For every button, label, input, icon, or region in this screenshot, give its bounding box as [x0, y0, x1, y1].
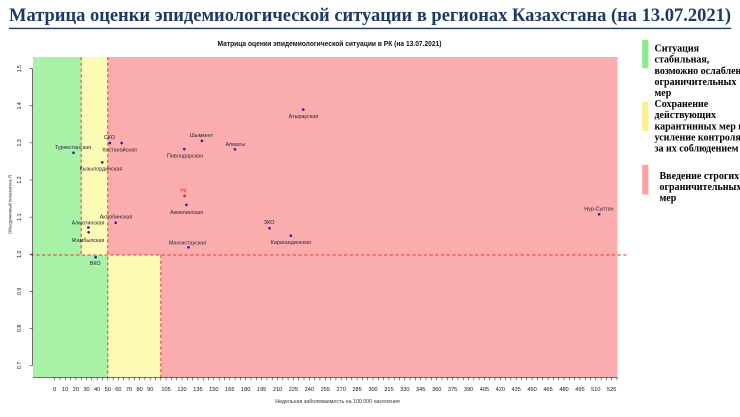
- svg-text:Акмолинская: Акмолинская: [170, 210, 203, 216]
- svg-text:300: 300: [368, 387, 377, 393]
- svg-text:0: 0: [53, 387, 56, 393]
- svg-text:1.4: 1.4: [17, 102, 23, 109]
- svg-text:за их соблюдением: за их соблюдением: [655, 144, 739, 155]
- svg-text:Алматинская: Алматинская: [72, 221, 105, 227]
- svg-text:135: 135: [193, 387, 202, 393]
- svg-text:Сохранение: Сохранение: [655, 99, 709, 110]
- svg-text:Объединенный показатель R: Объединенный показатель R: [8, 175, 13, 235]
- svg-text:50: 50: [105, 387, 111, 393]
- svg-text:0.9: 0.9: [17, 288, 23, 295]
- svg-text:Карагандинская: Карагандинская: [271, 240, 311, 246]
- svg-text:ограничительных: ограничительных: [655, 77, 737, 88]
- svg-text:ЗКО: ЗКО: [264, 220, 275, 226]
- svg-text:0.8: 0.8: [17, 325, 23, 332]
- svg-text:210: 210: [273, 387, 282, 393]
- svg-text:ограничительных: ограничительных: [660, 182, 740, 193]
- svg-text:375: 375: [448, 387, 457, 393]
- svg-text:Алматы: Алматы: [225, 142, 245, 148]
- svg-text:карантинных мер и: карантинных мер и: [655, 121, 740, 132]
- svg-text:Недельная заболеваемость на 10: Недельная заболеваемость на 100 000 насе…: [275, 399, 400, 405]
- svg-text:30: 30: [83, 387, 89, 393]
- svg-text:Нур-Султан: Нур-Султан: [584, 206, 613, 212]
- svg-text:20: 20: [73, 387, 79, 393]
- svg-text:330: 330: [400, 387, 409, 393]
- svg-text:180: 180: [241, 387, 250, 393]
- svg-text:мер: мер: [660, 193, 677, 204]
- svg-text:Введение строгих: Введение строгих: [660, 171, 740, 182]
- svg-text:ВКО: ВКО: [90, 261, 101, 267]
- svg-text:270: 270: [337, 387, 346, 393]
- svg-text:1.3: 1.3: [17, 139, 23, 146]
- svg-text:240: 240: [305, 387, 314, 393]
- svg-text:0.7: 0.7: [17, 362, 23, 369]
- svg-text:315: 315: [384, 387, 393, 393]
- svg-text:90: 90: [147, 387, 153, 393]
- svg-text:Шымкент: Шымкент: [190, 133, 214, 139]
- svg-text:450: 450: [527, 387, 536, 393]
- svg-text:Жамбылская: Жамбылская: [72, 238, 105, 244]
- svg-text:10: 10: [62, 387, 68, 393]
- svg-text:Ситуация: Ситуация: [655, 44, 700, 55]
- svg-text:435: 435: [512, 387, 521, 393]
- svg-text:150: 150: [209, 387, 218, 393]
- svg-text:195: 195: [257, 387, 266, 393]
- svg-text:525: 525: [607, 387, 616, 393]
- svg-text:Туркестанская: Туркестанская: [55, 145, 91, 151]
- svg-text:105: 105: [161, 387, 170, 393]
- svg-text:255: 255: [321, 387, 330, 393]
- svg-text:1.0: 1.0: [17, 250, 23, 257]
- svg-text:возможно ослабление: возможно ослабление: [655, 66, 740, 77]
- svg-text:80: 80: [136, 387, 142, 393]
- svg-text:Матрица оценки эпидемиологичес: Матрица оценки эпидемиологической ситуац…: [218, 39, 442, 48]
- svg-text:345: 345: [416, 387, 425, 393]
- svg-text:усиление контроля: усиление контроля: [655, 132, 740, 143]
- svg-text:Костанайская: Костанайская: [102, 146, 136, 153]
- svg-text:480: 480: [559, 387, 568, 393]
- svg-text:действующих: действующих: [655, 110, 717, 121]
- svg-text:мер: мер: [655, 88, 672, 99]
- svg-text:1.2: 1.2: [17, 176, 23, 183]
- svg-text:Мангистауская: Мангистауская: [169, 241, 206, 247]
- svg-text:1.1: 1.1: [17, 213, 23, 220]
- svg-text:РК: РК: [180, 188, 188, 194]
- svg-text:стабильная,: стабильная,: [655, 55, 710, 66]
- svg-text:165: 165: [225, 387, 234, 393]
- svg-text:60: 60: [115, 387, 121, 393]
- svg-text:510: 510: [591, 387, 600, 393]
- svg-text:Павлодарская: Павлодарская: [167, 154, 203, 160]
- svg-text:1.5: 1.5: [17, 65, 23, 72]
- svg-text:405: 405: [480, 387, 489, 393]
- svg-text:70: 70: [126, 387, 132, 393]
- svg-text:360: 360: [432, 387, 441, 393]
- svg-text:Кызылординская: Кызылординская: [80, 167, 123, 173]
- svg-text:420: 420: [496, 387, 505, 393]
- svg-text:465: 465: [543, 387, 552, 393]
- svg-text:40: 40: [94, 387, 100, 393]
- svg-text:495: 495: [575, 387, 584, 393]
- svg-text:120: 120: [177, 387, 186, 393]
- svg-text:225: 225: [289, 387, 298, 393]
- svg-text:Матрица оценки эпидемиологичес: Матрица оценки эпидемиологической ситуац…: [9, 5, 731, 26]
- svg-text:Актюбинская: Актюбинская: [100, 214, 133, 220]
- svg-text:390: 390: [464, 387, 473, 393]
- svg-text:Атырауская: Атырауская: [289, 114, 319, 120]
- svg-text:285: 285: [352, 387, 361, 393]
- svg-text:СКО: СКО: [104, 135, 115, 141]
